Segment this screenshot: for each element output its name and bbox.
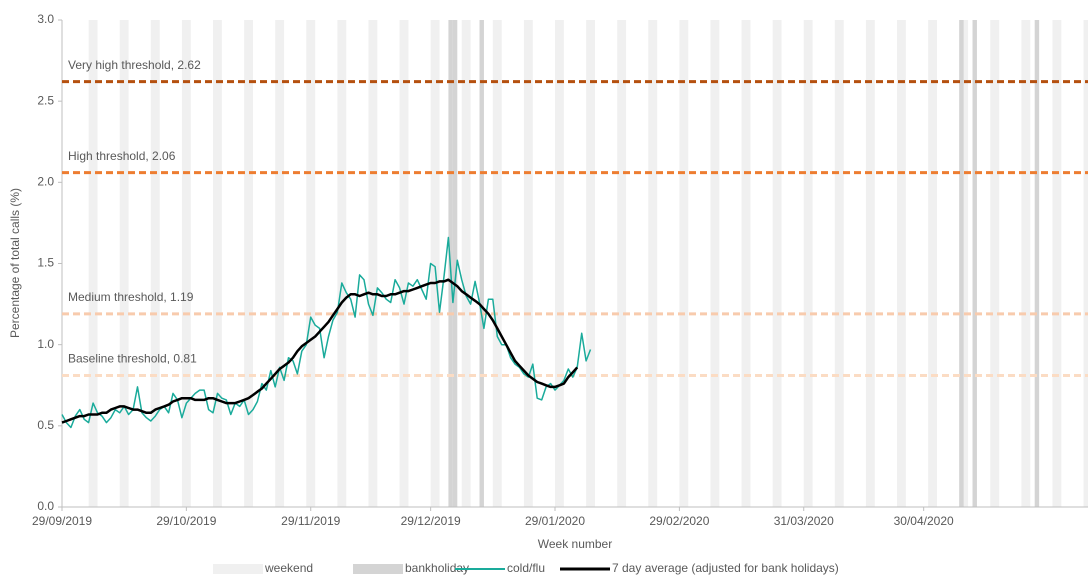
- bankholiday-band: [479, 20, 484, 507]
- weekend-band: [368, 20, 378, 507]
- legend-label: weekend: [264, 561, 313, 575]
- weekend-band: [150, 20, 160, 507]
- weekend-band: [399, 20, 409, 507]
- x-tick-label: 29/12/2019: [401, 514, 461, 528]
- x-axis-label: Week number: [538, 537, 612, 551]
- band-layer: [88, 20, 1088, 507]
- y-tick-label: 2.5: [37, 93, 54, 107]
- x-tick-label: 29/10/2019: [156, 514, 216, 528]
- weekend-band: [461, 20, 471, 507]
- x-tick-label: 31/03/2020: [774, 514, 834, 528]
- weekend-band: [617, 20, 627, 507]
- x-tick-label: 29/11/2019: [281, 514, 340, 528]
- x-tick-label: 30/04/2020: [894, 514, 954, 528]
- weekend-band: [430, 20, 440, 507]
- legend-swatch: [353, 564, 403, 574]
- weekend-band: [710, 20, 720, 507]
- weekend-band: [306, 20, 316, 507]
- weekend-band: [275, 20, 285, 507]
- bankholiday-band: [959, 20, 964, 507]
- y-tick-label: 0.5: [37, 418, 54, 432]
- weekend-band: [337, 20, 347, 507]
- threshold-label: High threshold, 2.06: [68, 149, 176, 163]
- weekend-band: [1083, 20, 1088, 507]
- weekend-band: [679, 20, 689, 507]
- weekend-band: [928, 20, 937, 507]
- weekend-band: [648, 20, 658, 507]
- bankholiday-band: [1034, 20, 1040, 507]
- legend-swatch: [213, 564, 263, 574]
- series-line: [61, 278, 579, 424]
- weekend-band: [523, 20, 533, 507]
- x-tick-label: 29/02/2020: [649, 514, 709, 528]
- threshold-label: Baseline threshold, 0.81: [68, 352, 197, 366]
- y-tick-label: 1.5: [37, 256, 54, 270]
- weekend-band: [803, 20, 813, 507]
- y-tick-label: 2.0: [37, 175, 54, 189]
- bankholiday-band: [972, 20, 977, 507]
- weekend-band: [555, 20, 564, 507]
- threshold-label: Medium threshold, 1.19: [68, 290, 194, 304]
- weekend-band: [897, 20, 906, 507]
- weekend-band: [1052, 20, 1062, 507]
- weekend-band: [990, 20, 1000, 507]
- weekend-band: [586, 20, 595, 507]
- legend-label: cold/flu: [507, 561, 545, 575]
- weekend-band: [865, 20, 875, 507]
- legend-label: bankholiday: [405, 561, 469, 575]
- weekend-band: [741, 20, 751, 507]
- legend-label: 7 day average (adjusted for bank holiday…: [612, 561, 839, 575]
- weekend-band: [88, 20, 98, 507]
- x-tick-label: 29/09/2019: [32, 514, 92, 528]
- bankholiday-band: [452, 20, 458, 507]
- series-line: [61, 236, 592, 429]
- x-tick-label: 29/01/2020: [525, 514, 585, 528]
- plot-layer: 0.0 0.5 1.0 1.5 2.0 2.5 3.0 29/09/2019 29/10/201…: [32, 12, 1088, 575]
- weekend-band: [492, 20, 502, 507]
- y-axis-label: Percentage of total calls (%): [8, 188, 22, 338]
- y-tick-label: 0.0: [37, 499, 54, 513]
- y-tick-label: 3.0: [37, 12, 54, 26]
- weekend-band: [119, 20, 129, 507]
- y-tick-label: 1.0: [37, 337, 54, 351]
- weekend-band: [213, 20, 222, 507]
- weekend-band: [1021, 20, 1031, 507]
- weekend-band: [834, 20, 844, 507]
- weekend-band: [244, 20, 253, 507]
- weekend-band: [772, 20, 782, 507]
- threshold-label: Very high threshold, 2.62: [68, 58, 201, 72]
- weekend-band: [181, 20, 191, 507]
